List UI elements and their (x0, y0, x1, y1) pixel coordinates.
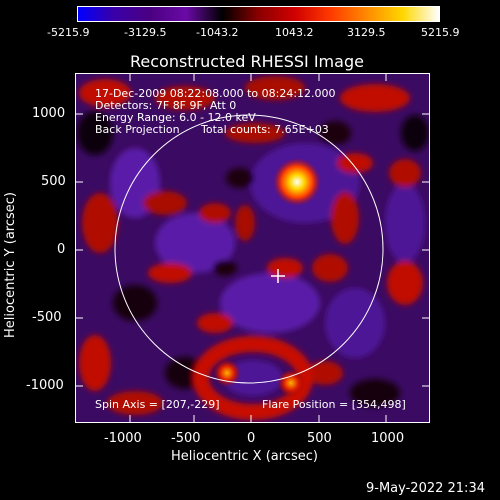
x-tick-label: 1000 (371, 431, 405, 446)
x-tick-label: 0 (247, 431, 256, 446)
spin-axis-label: Spin Axis = [207,-229] (95, 398, 220, 411)
x-tick-label: -500 (171, 431, 201, 446)
x-tick-label: -1000 (104, 431, 142, 446)
image-title: Reconstructed RHESSI Image (130, 52, 364, 71)
info-energy-range: Energy Range: 6.0 - 12.0 keV (95, 111, 256, 124)
solar-limb (114, 114, 384, 384)
y-tick-label: 0 (57, 242, 66, 257)
image-texture (77, 76, 429, 420)
y-axis-label: Heliocentric Y (arcsec) (3, 192, 18, 338)
y-tick-label: 500 (41, 174, 66, 189)
info-method: Back Projection (95, 123, 180, 136)
colorbar-tick: -5215.9 (47, 26, 90, 39)
rhessi-image-plot (75, 73, 430, 423)
y-tick-label: 1000 (32, 106, 66, 121)
colorbar-tick: -3129.5 (124, 26, 167, 39)
x-axis-label: Heliocentric X (arcsec) (171, 449, 318, 464)
y-tick-label: -1000 (26, 378, 64, 393)
y-tick-label: -500 (32, 310, 62, 325)
axis-ticks (75, 73, 430, 423)
timestamp: 9-May-2022 21:34 (366, 481, 485, 496)
flare-source (273, 158, 321, 206)
x-tick-label: 500 (307, 431, 332, 446)
colorbar-tick: 5215.9 (421, 26, 460, 39)
secondary-source (277, 369, 305, 397)
info-time-range: 17-Dec-2009 08:22:08.000 to 08:24:12.000 (95, 87, 336, 100)
info-total-counts: Total counts: 7.65E+03 (201, 123, 329, 136)
colorbar-tick: -1043.2 (196, 26, 239, 39)
colorbar-tick: 1043.2 (275, 26, 314, 39)
colorbar (77, 6, 440, 22)
plot-frame (75, 73, 430, 423)
colorbar-tick: 3129.5 (347, 26, 386, 39)
flare-position-label: Flare Position = [354,498] (262, 398, 406, 411)
info-detectors: Detectors: 7F 8F 9F, Att 0 (95, 99, 237, 112)
